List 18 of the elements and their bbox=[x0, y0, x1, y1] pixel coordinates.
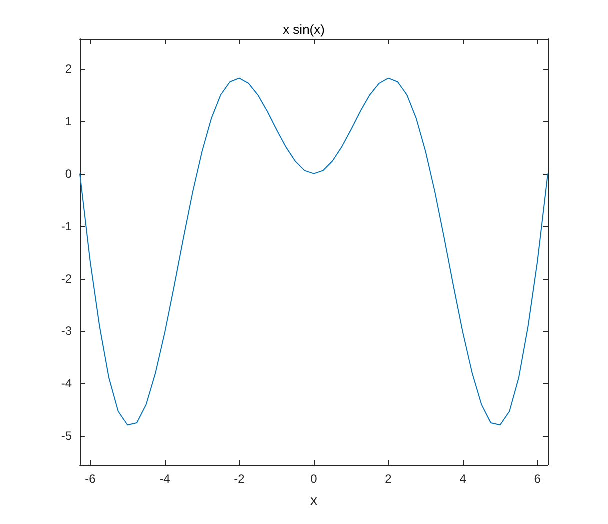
y-tick-label: 0 bbox=[65, 166, 72, 181]
x-tick-label: -6 bbox=[85, 472, 96, 486]
y-tick-label: -1 bbox=[61, 219, 72, 234]
x-tick-label: 6 bbox=[534, 472, 542, 486]
line-series bbox=[80, 78, 548, 426]
y-tick-label: -2 bbox=[61, 272, 72, 286]
x-tick-label: 4 bbox=[460, 472, 467, 486]
y-tick-label: -5 bbox=[61, 429, 72, 444]
y-tick-label: -4 bbox=[61, 376, 72, 391]
y-tick-label: -3 bbox=[61, 324, 72, 338]
x-tick-label: 0 bbox=[310, 472, 318, 486]
x-tick-label: 2 bbox=[385, 472, 392, 486]
x-axis-title: x bbox=[310, 492, 318, 508]
y-tick-label: 1 bbox=[65, 114, 72, 128]
x-tick-label: -4 bbox=[160, 472, 171, 486]
chart-title: x sin(x) bbox=[283, 22, 325, 37]
x-tick-label: -2 bbox=[234, 472, 246, 486]
y-tick-label: 2 bbox=[65, 62, 72, 76]
